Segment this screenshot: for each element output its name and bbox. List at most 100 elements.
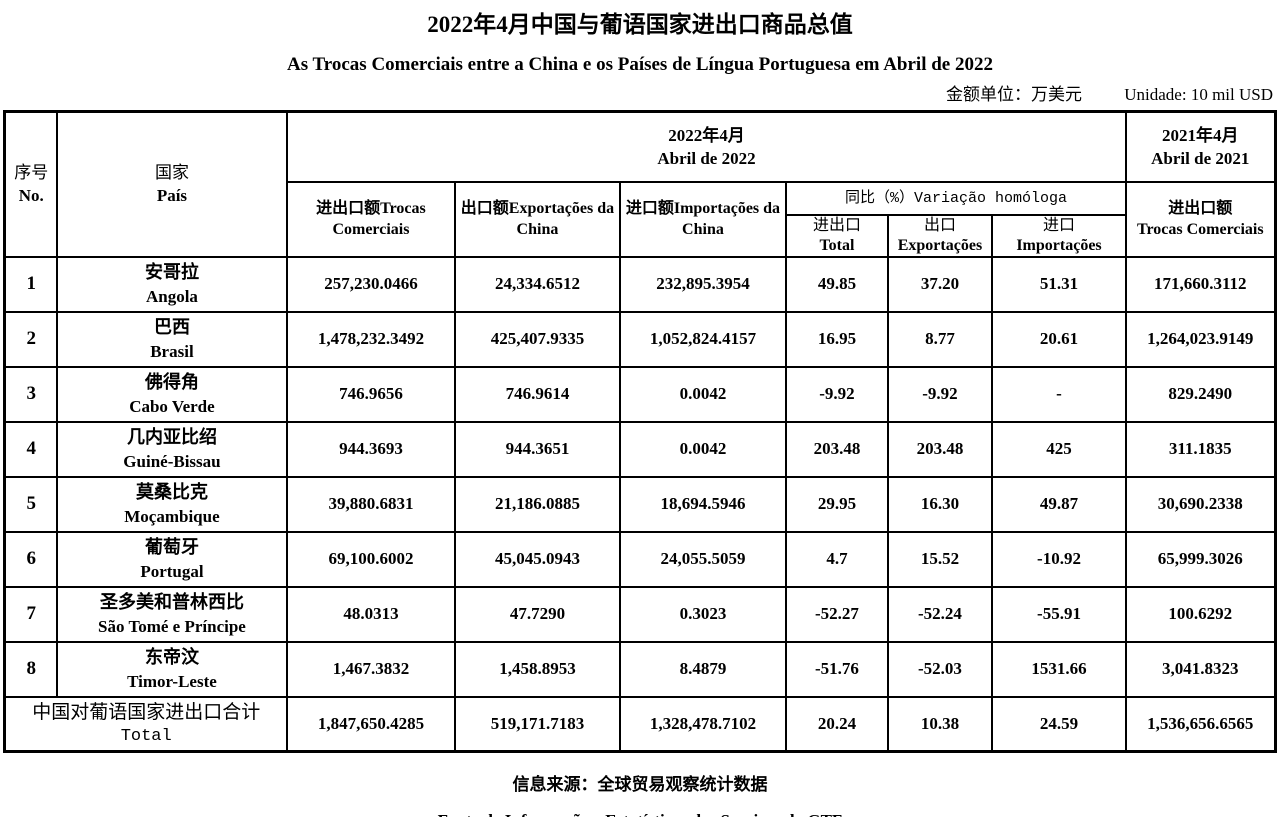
trade-2021-value-cell: 171,660.3112	[1125, 255, 1277, 313]
imports-value-cell: 0.3023	[618, 585, 787, 643]
header-trade-2021-line1: 进出口额	[1168, 200, 1233, 217]
header-period-2022-zh: 2022年4月	[668, 125, 745, 145]
yoy-total-cell: 203.48	[784, 420, 889, 478]
header-yoy-group: 同比（%）Variação homóloga	[784, 180, 1128, 216]
trade-value-cell: 1,467.3832	[285, 640, 456, 698]
country-name-zh: 佛得角	[144, 372, 199, 392]
header-trade-column: 进出口额Trocas Comerciais	[285, 180, 456, 258]
imports-value-cell: 0.0042	[618, 365, 787, 423]
trade-value-cell: 257,230.0466	[285, 255, 456, 313]
country-name-pt: Cabo Verde	[129, 397, 215, 416]
total-row: 中国对葡语国家进出口合计 Total 1,847,650.4285 519,17…	[3, 695, 1277, 753]
header-yoy-exports-pt: Exportações	[897, 236, 983, 254]
country-name-zh: 几内亚比绍	[126, 427, 217, 447]
page-title-pt: As Trocas Comerciais entre a China e os …	[287, 54, 993, 75]
imports-value-cell: 0.0042	[618, 420, 787, 478]
yoy-total-cell: 16.95	[784, 310, 889, 368]
yoy-exports-cell: 203.48	[886, 420, 993, 478]
table-row: 5 莫桑比克 Moçambique 39,880.6831 21,186.088…	[3, 475, 1277, 533]
country-name-pt: Angola	[145, 287, 198, 306]
yoy-total-cell: -52.27	[784, 585, 889, 643]
yoy-total-cell: -51.76	[784, 640, 889, 698]
unit-label-pt: Unidade: 10 mil USD	[1124, 85, 1273, 104]
trade-2021-value-cell: 65,999.3026	[1125, 530, 1277, 588]
total-label-zh: 中国对葡语国家进出口合计	[32, 701, 261, 723]
trade-2021-value-cell: 1,264,023.9149	[1125, 310, 1277, 368]
source-line-pt: Fonte de Informações: Estatísticas dos S…	[0, 811, 1280, 817]
header-period-2021: 2021年4月 Abril de 2021	[1125, 110, 1277, 183]
header-imports-column: 进口额Importações da China	[618, 180, 787, 258]
country-name-zh: 安哥拉	[144, 262, 199, 282]
country-cell: 葡萄牙 Portugal	[55, 530, 288, 588]
header-country-label-zh: 国家	[154, 163, 189, 183]
yoy-imports-cell: 425	[990, 420, 1128, 478]
header-trade-2021-column: 进出口额 Trocas Comerciais	[1125, 180, 1277, 258]
yoy-imports-cell: -	[990, 365, 1128, 423]
trade-2021-value-cell: 30,690.2338	[1125, 475, 1277, 533]
header-no-label-en: No.	[18, 186, 44, 206]
country-name-zh: 莫桑比克	[135, 482, 208, 502]
trade-2021-value-cell: 311.1835	[1125, 420, 1277, 478]
header-yoy-imports: 进口 Importações	[990, 213, 1128, 258]
header-trade-2021-line2: Trocas Comerciais	[1136, 221, 1264, 238]
table-row: 8 东帝汶 Timor-Leste 1,467.3832 1,458.8953 …	[3, 640, 1277, 698]
exports-value-cell: 1,458.8953	[453, 640, 621, 698]
unit-label-zh: 金额单位：万美元	[946, 85, 1082, 104]
table-row: 7 圣多美和普林西比 São Tomé e Príncipe 48.0313 4…	[3, 585, 1277, 643]
total-yoy-exports-cell: 10.38	[886, 695, 993, 753]
yoy-exports-cell: 16.30	[886, 475, 993, 533]
total-yoy-imports-cell: 24.59	[990, 695, 1128, 753]
country-name-pt: Moçambique	[124, 507, 220, 526]
imports-value-cell: 24,055.5059	[618, 530, 787, 588]
yoy-exports-cell: -52.24	[886, 585, 993, 643]
yoy-exports-cell: 37.20	[886, 255, 993, 313]
total-label-cell: 中国对葡语国家进出口合计 Total	[3, 695, 288, 753]
yoy-exports-cell: 15.52	[886, 530, 993, 588]
country-cell: 几内亚比绍 Guiné-Bissau	[55, 420, 288, 478]
country-cell: 圣多美和普林西比 São Tomé e Príncipe	[55, 585, 288, 643]
trade-value-cell: 1,478,232.3492	[285, 310, 456, 368]
country-name-pt: Portugal	[140, 562, 204, 581]
country-cell: 佛得角 Cabo Verde	[55, 365, 288, 423]
row-number: 6	[3, 530, 58, 588]
header-yoy-total: 进出口 Total	[784, 213, 889, 258]
yoy-exports-cell: -52.03	[886, 640, 993, 698]
yoy-total-cell: 29.95	[784, 475, 889, 533]
yoy-total-cell: 4.7	[784, 530, 889, 588]
yoy-exports-cell: -9.92	[886, 365, 993, 423]
country-name-pt: Timor-Leste	[127, 672, 217, 691]
header-period-2022: 2022年4月 Abril de 2022	[285, 110, 1128, 183]
trade-value-cell: 69,100.6002	[285, 530, 456, 588]
trade-value-cell: 944.3693	[285, 420, 456, 478]
total-exports-cell: 519,171.7183	[453, 695, 621, 753]
yoy-imports-cell: 49.87	[990, 475, 1128, 533]
header-trade-line2: Comerciais	[332, 221, 410, 238]
row-number: 1	[3, 255, 58, 313]
trade-2021-value-cell: 829.2490	[1125, 365, 1277, 423]
header-no: 序号 No.	[3, 110, 58, 258]
row-number: 3	[3, 365, 58, 423]
yoy-imports-cell: -10.92	[990, 530, 1128, 588]
country-cell: 东帝汶 Timor-Leste	[55, 640, 288, 698]
header-period-2021-zh: 2021年4月	[1162, 125, 1239, 145]
trade-report-page: 2022年4月中国与葡语国家进出口商品总值 As Trocas Comercia…	[0, 8, 1280, 817]
header-imports-line2: China	[682, 221, 724, 238]
country-name-zh: 巴西	[153, 317, 190, 337]
total-trade-2021-cell: 1,536,656.6565	[1125, 695, 1277, 753]
header-no-label-zh: 序号	[14, 163, 49, 183]
imports-value-cell: 1,052,824.4157	[618, 310, 787, 368]
country-name-pt: São Tomé e Príncipe	[98, 617, 246, 636]
yoy-total-cell: -9.92	[784, 365, 889, 423]
yoy-imports-cell: 1531.66	[990, 640, 1128, 698]
exports-value-cell: 944.3651	[453, 420, 621, 478]
row-number: 4	[3, 420, 58, 478]
country-name-zh: 东帝汶	[144, 647, 199, 667]
header-imports-line1: 进口额Importações da	[625, 200, 781, 217]
header-trade-line1: 进出口额Trocas	[316, 200, 426, 217]
exports-value-cell: 425,407.9335	[453, 310, 621, 368]
exports-value-cell: 47.7290	[453, 585, 621, 643]
trade-value-cell: 48.0313	[285, 585, 456, 643]
country-cell: 安哥拉 Angola	[55, 255, 288, 313]
header-exports-line2: China	[516, 221, 559, 238]
imports-value-cell: 8.4879	[618, 640, 787, 698]
